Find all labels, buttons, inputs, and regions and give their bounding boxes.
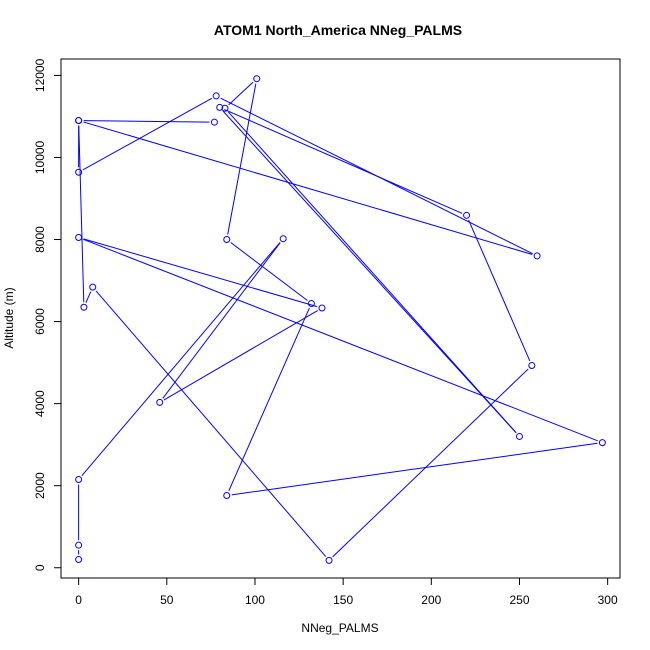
- x-tick-label: 250: [509, 593, 529, 607]
- data-point: [307, 300, 315, 308]
- data-point: [75, 117, 83, 125]
- y-axis-label: Altitude (m): [2, 287, 16, 348]
- x-tick-label: 50: [160, 593, 174, 607]
- data-point: [253, 75, 261, 83]
- x-tick-label: 150: [333, 593, 353, 607]
- data-point: [325, 556, 333, 564]
- data-point: [223, 236, 231, 244]
- data-point: [598, 439, 606, 447]
- x-tick-label: 100: [245, 593, 265, 607]
- series-segment: [83, 238, 318, 308]
- data-point: [318, 304, 326, 312]
- series-segment: [85, 291, 92, 303]
- series-segment: [82, 97, 213, 171]
- x-tick-label: 300: [598, 593, 618, 607]
- y-axis: 0 2000 4000 6000 8000 10000 12000: [33, 58, 62, 571]
- series-segment: [78, 125, 85, 303]
- y-tick-label: 0: [33, 564, 47, 571]
- y-tick-label: 4000: [33, 390, 47, 417]
- data-point: [216, 103, 224, 111]
- data-point: [210, 118, 218, 126]
- series-segment: [224, 108, 463, 214]
- series-segment: [163, 310, 318, 401]
- series-segment: [81, 242, 281, 477]
- data-point: [212, 92, 220, 100]
- data-point: [75, 476, 83, 484]
- series-segment: [332, 368, 529, 558]
- data-point: [75, 541, 83, 549]
- data-point: [279, 235, 287, 243]
- series-segment: [227, 83, 257, 235]
- y-tick-label: 8000: [33, 226, 47, 253]
- y-tick-label: 12000: [33, 58, 47, 92]
- data-point: [75, 556, 83, 564]
- y-tick-label: 6000: [33, 308, 47, 335]
- chart-title: ATOM1 North_America NNeg_PALMS: [214, 22, 462, 38]
- series-segment: [227, 111, 517, 434]
- data-point: [223, 492, 231, 500]
- data-point: [80, 303, 88, 311]
- series-segment: [222, 110, 517, 434]
- series-segment: [468, 219, 531, 362]
- data-point: [89, 283, 97, 291]
- x-axis-label: NNeg_PALMS: [301, 621, 378, 635]
- data-point: [221, 104, 229, 112]
- data-point: [75, 233, 83, 241]
- y-tick-label: 10000: [33, 140, 47, 174]
- data-point: [515, 432, 523, 440]
- series-segment: [230, 242, 308, 301]
- series-segment: [83, 120, 210, 123]
- series-segment: [83, 121, 533, 255]
- x-tick-label: 0: [75, 593, 82, 607]
- series-segment: [220, 97, 533, 255]
- data-point: [463, 211, 471, 219]
- data-point: [533, 252, 541, 260]
- y-tick-label: 2000: [33, 472, 47, 499]
- series-segment: [228, 81, 254, 106]
- series-segment: [95, 290, 327, 557]
- x-tick-label: 200: [421, 593, 441, 607]
- series-segment: [231, 442, 598, 496]
- data-point: [75, 168, 83, 176]
- x-axis: 0 50 100 150 200 250 300: [75, 577, 618, 607]
- data-point: [528, 361, 536, 369]
- plot-frame: [60, 58, 621, 579]
- series-segment: [162, 242, 281, 399]
- data-point: [156, 398, 164, 406]
- plot-area: [75, 75, 606, 564]
- series-segment: [228, 307, 310, 492]
- series-segment: [83, 238, 598, 442]
